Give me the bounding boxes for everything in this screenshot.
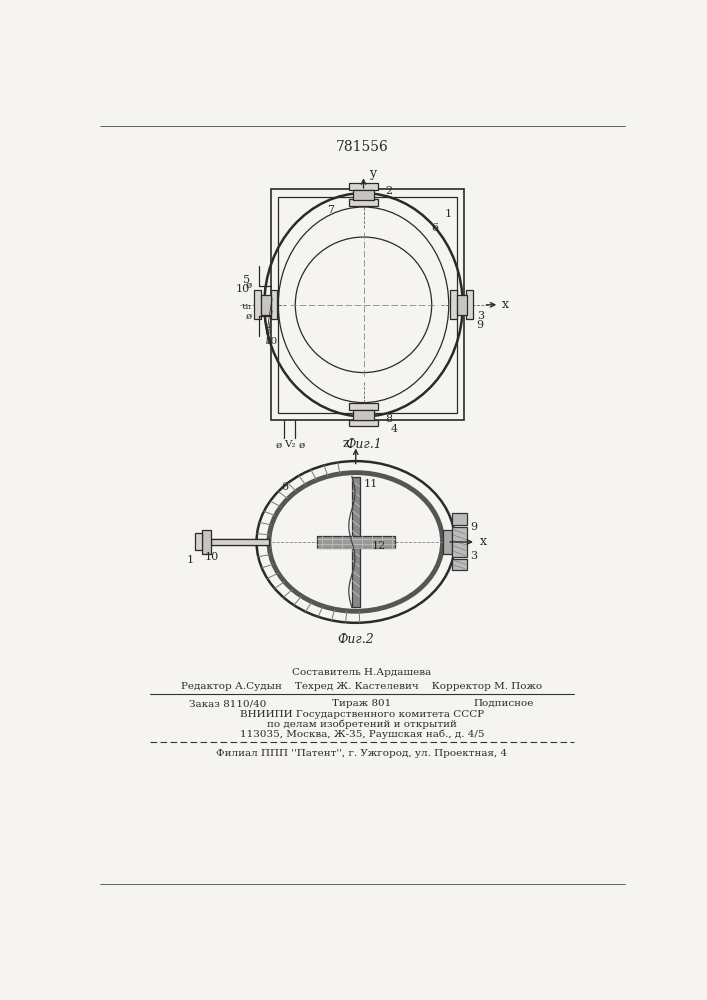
Bar bbox=[443, 530, 452, 554]
Bar bbox=[279, 197, 457, 413]
Bar bbox=[255, 290, 261, 319]
Text: 7: 7 bbox=[327, 205, 334, 215]
Text: 6: 6 bbox=[281, 482, 288, 492]
Text: 8: 8 bbox=[385, 414, 392, 424]
Text: 5: 5 bbox=[243, 275, 250, 285]
Bar bbox=[452, 559, 467, 570]
Text: 10: 10 bbox=[264, 337, 278, 346]
Text: Фиг.1: Фиг.1 bbox=[345, 438, 382, 451]
Text: 6: 6 bbox=[432, 223, 439, 233]
Text: ø: ø bbox=[275, 440, 281, 449]
Bar bbox=[349, 183, 378, 190]
Text: 781556: 781556 bbox=[336, 140, 388, 154]
Text: 1: 1 bbox=[445, 209, 452, 219]
Text: 10: 10 bbox=[236, 284, 250, 294]
Text: Заказ 8110/40: Заказ 8110/40 bbox=[189, 699, 267, 708]
Bar bbox=[450, 290, 457, 319]
Text: 9: 9 bbox=[470, 522, 477, 532]
Bar bbox=[452, 527, 467, 557]
Text: x: x bbox=[480, 535, 486, 548]
Text: Филиал ППП ''Патент'', г. Ужгород, ул. Проектная, 4: Филиал ППП ''Патент'', г. Ужгород, ул. П… bbox=[216, 749, 508, 758]
Text: u₁: u₁ bbox=[242, 302, 252, 311]
Text: Фиг.2: Фиг.2 bbox=[337, 633, 374, 646]
Text: 10: 10 bbox=[204, 552, 219, 562]
Bar bbox=[271, 189, 464, 420]
Text: x: x bbox=[501, 298, 508, 311]
Text: V₂: V₂ bbox=[284, 440, 296, 449]
Text: 12: 12 bbox=[371, 541, 385, 551]
Bar bbox=[317, 536, 395, 548]
Bar bbox=[195, 533, 201, 550]
Text: 2: 2 bbox=[385, 186, 392, 196]
Text: 3: 3 bbox=[477, 311, 484, 321]
Text: Редактор А.Судын    Техред Ж. Кастелевич    Корректор М. Пожо: Редактор А.Судын Техред Ж. Кастелевич Ко… bbox=[182, 682, 542, 691]
Bar bbox=[352, 477, 360, 607]
Text: Тираж 801: Тираж 801 bbox=[332, 699, 392, 708]
Text: 9: 9 bbox=[477, 320, 484, 330]
Text: z: z bbox=[343, 437, 349, 450]
Text: ВНИИПИ Государственного комитета СССР: ВНИИПИ Государственного комитета СССР bbox=[240, 710, 484, 719]
Text: ø: ø bbox=[298, 440, 305, 449]
Text: ø: ø bbox=[245, 312, 252, 321]
Bar bbox=[457, 295, 467, 315]
Bar bbox=[349, 199, 378, 206]
Bar bbox=[452, 513, 467, 525]
Bar bbox=[201, 530, 211, 554]
Text: 4: 4 bbox=[391, 424, 398, 434]
Bar bbox=[271, 290, 277, 319]
Text: ø: ø bbox=[245, 281, 252, 290]
Bar bbox=[349, 420, 378, 426]
Text: по делам изобретений и открытий: по делам изобретений и открытий bbox=[267, 720, 457, 729]
Text: y: y bbox=[369, 167, 376, 180]
Text: 11: 11 bbox=[363, 479, 378, 489]
Text: 1: 1 bbox=[187, 555, 194, 565]
Text: 5: 5 bbox=[264, 327, 271, 336]
Bar bbox=[349, 403, 378, 410]
Text: 113035, Москва, Ж-35, Раушская наб., д. 4/5: 113035, Москва, Ж-35, Раушская наб., д. … bbox=[240, 730, 484, 739]
Text: 3: 3 bbox=[470, 551, 477, 561]
Bar bbox=[466, 290, 473, 319]
Bar bbox=[261, 295, 271, 315]
Text: Составитель Н.Ардашева: Составитель Н.Ардашева bbox=[292, 668, 431, 677]
Bar bbox=[354, 410, 373, 420]
Bar bbox=[211, 539, 269, 545]
Bar bbox=[354, 190, 373, 200]
Text: Подписное: Подписное bbox=[474, 699, 534, 708]
